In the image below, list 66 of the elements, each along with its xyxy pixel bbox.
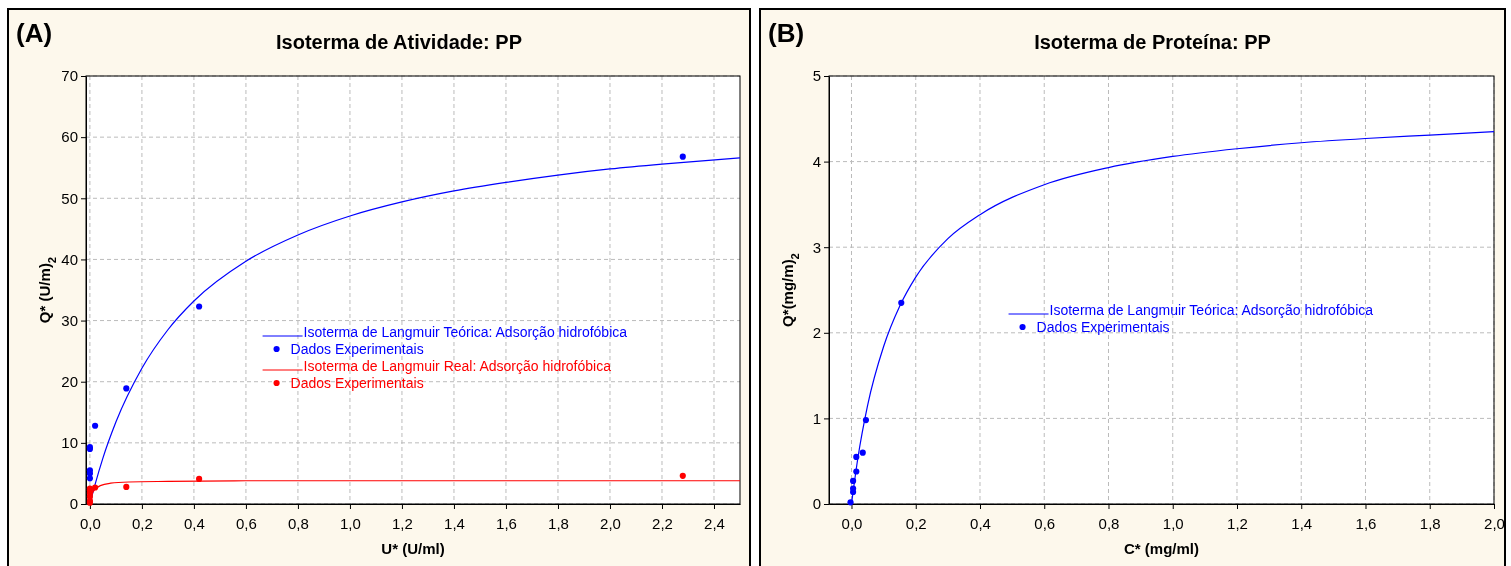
x-tick-label: 0,2 [131,514,153,532]
y-tick-label: 0 [812,495,821,513]
x-tick-label: 2,2 [652,514,673,532]
legend-label: Dados Experimentais [1036,319,1170,335]
legend-label: Dados Experimentais [290,375,424,391]
x-tick-label: 2,4 [704,514,725,532]
y-tick-label: 5 [812,67,821,85]
x-axis-title: C* (mg/ml) [1124,540,1199,557]
x-tick-label: 1,0 [340,514,361,532]
x-tick-label: 2,0 [600,514,621,532]
text: (A) [16,18,53,48]
legend-label: Isoterma de Langmuir Teórica: Adsorção hidrofóbica [303,324,628,340]
point [123,385,130,392]
x-tick-label: 1,4 [1291,514,1313,532]
x-tick-label: 1,8 [548,514,569,532]
x-tick-label: 0,4 [183,514,205,532]
x-tick-label: 0,2 [905,514,927,532]
y-tick-label: 60 [61,128,78,146]
x-tick-label: 0,0 [841,514,863,532]
point [92,422,99,429]
point [850,477,857,484]
point [196,475,203,483]
x-tick-label: 1,2 [392,514,413,532]
x-tick-label: 0,8 [1098,514,1120,532]
point [679,153,686,160]
y-tick-label: 20 [61,373,78,391]
legend-label: Isoterma de Langmuir Teórica: Adsorção hidrofóbica [1049,302,1374,318]
point [196,303,203,310]
point [862,417,870,424]
point [859,449,866,456]
y-tick-label: 2 [812,324,821,342]
chart-title: Isoterma de Atividade: PP [276,31,522,53]
y-tick-label: 50 [61,189,78,207]
x-axis-title: U* (U/ml) [381,540,445,557]
point [853,453,860,460]
point [92,484,99,491]
y-tick-label: 70 [61,67,78,85]
point [847,499,854,506]
point [123,483,130,490]
x-tick-label: 1,4 [444,514,465,532]
x-tick-label: 1,6 [496,514,517,532]
x-tick-label: 1,0 [1162,514,1184,532]
x-tick-label: 0,6 [235,514,257,532]
y-tick-label: 40 [61,250,78,268]
text: (B) [768,18,805,48]
x-tick-label: 0,4 [970,514,991,532]
x-tick-label: 2,0 [1484,514,1505,532]
point [853,468,860,475]
y-tick-label: 3 [812,238,821,256]
x-tick-label: 0,0 [79,514,101,532]
y-tick-label: 0 [69,495,78,513]
y-tick-label: 30 [61,311,78,329]
point [898,299,905,306]
x-tick-label: 0,8 [288,514,309,532]
point [679,472,686,479]
chart-title: Isoterma de Proteína: PP [1034,31,1271,53]
x-tick-label: 1,2 [1227,514,1248,532]
x-tick-label: 0,6 [1034,514,1056,532]
y-tick-label: 4 [812,152,821,170]
legend-label: Dados Experimentais [290,341,424,357]
legend-label: Isoterma de Langmuir Real: Adsorção hidrofóbica [303,358,612,374]
y-tick-label: 10 [61,434,78,452]
x-tick-label: 1,8 [1419,514,1441,532]
x-tick-label: 1,6 [1355,514,1377,532]
point [86,475,93,482]
y-tick-label: 1 [812,409,821,427]
